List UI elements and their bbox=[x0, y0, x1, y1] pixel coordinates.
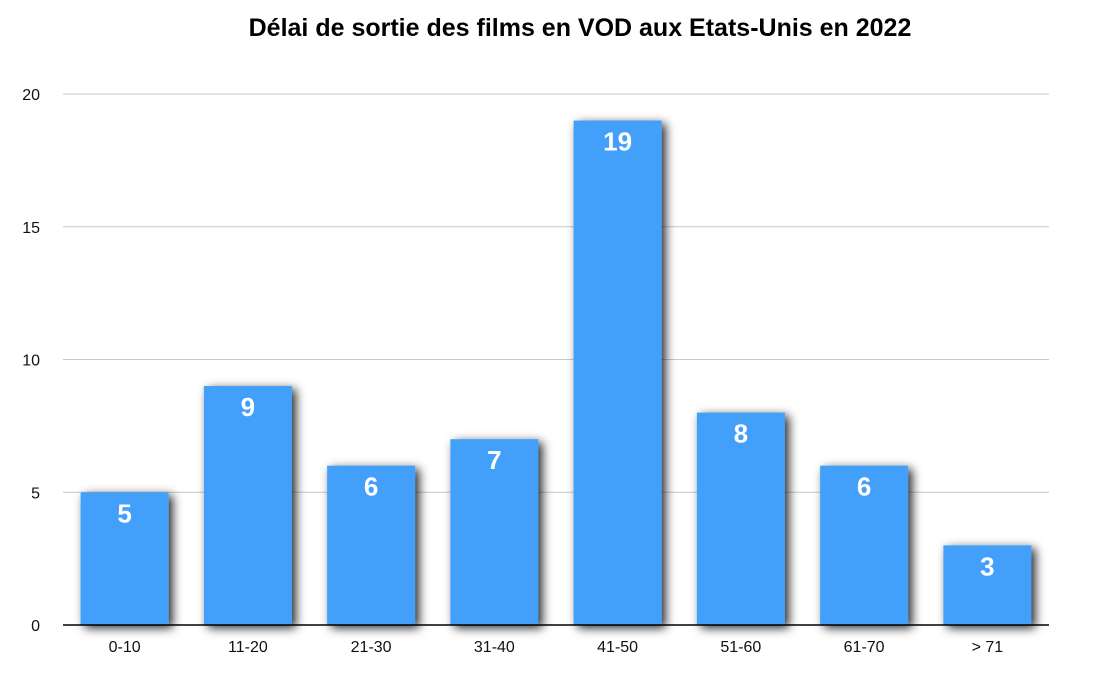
y-tick-label: 0 bbox=[31, 618, 40, 635]
data-label: 6 bbox=[364, 472, 378, 502]
x-tick-label: 11-20 bbox=[228, 639, 268, 656]
bar bbox=[327, 465, 416, 625]
chart-title: Délai de sortie des films en VOD aux Eta… bbox=[248, 14, 912, 42]
y-tick-label: 20 bbox=[22, 87, 40, 104]
data-label: 7 bbox=[487, 445, 501, 475]
bar bbox=[696, 412, 785, 625]
x-axis-ticks: 0-10 11-20 21-30 31-40 41-50 51-60 61-70 > 71 bbox=[109, 639, 1004, 656]
y-axis-ticks: 0 5 10 15 20 bbox=[22, 87, 40, 635]
data-label: 8 bbox=[734, 419, 748, 449]
x-tick-label: 21-30 bbox=[351, 639, 392, 656]
bar bbox=[943, 545, 1032, 625]
x-tick-label: 31-40 bbox=[474, 639, 515, 656]
x-tick-label: 0-10 bbox=[109, 639, 141, 656]
data-label: 5 bbox=[117, 498, 131, 528]
bar bbox=[203, 386, 292, 625]
data-label: 3 bbox=[980, 551, 994, 581]
data-label: 6 bbox=[857, 472, 871, 502]
y-tick-label: 5 bbox=[31, 485, 40, 502]
data-label: 19 bbox=[603, 127, 632, 157]
bar bbox=[80, 492, 169, 625]
bar bbox=[820, 465, 909, 625]
x-tick-label: 41-50 bbox=[597, 639, 638, 656]
x-tick-label: 61-70 bbox=[844, 639, 885, 656]
bar bbox=[573, 120, 662, 626]
y-tick-label: 15 bbox=[22, 220, 40, 237]
data-labels: 5 9 6 7 19 8 6 3 bbox=[117, 127, 994, 582]
x-tick-label: 51-60 bbox=[720, 639, 761, 656]
bars bbox=[80, 120, 1032, 626]
bar bbox=[450, 439, 539, 625]
x-tick-label: > 71 bbox=[972, 639, 1004, 656]
data-label: 9 bbox=[241, 392, 255, 422]
y-tick-label: 10 bbox=[22, 353, 40, 370]
